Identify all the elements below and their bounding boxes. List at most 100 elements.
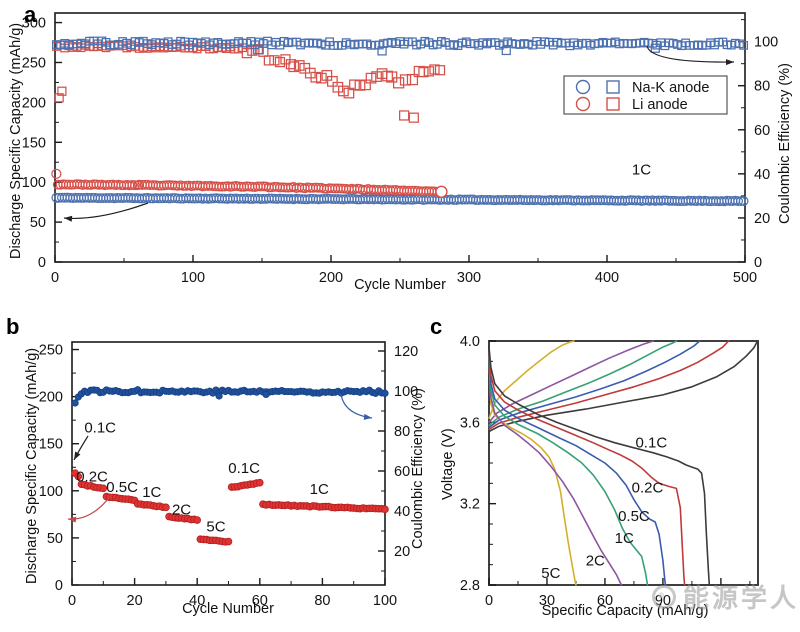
rate-label: 0.1C	[84, 420, 116, 437]
y-tick-label: 3.6	[460, 415, 480, 431]
axis-frame	[488, 340, 759, 586]
legend-label: Li anode	[632, 97, 688, 113]
y-tick-label: 4.0	[460, 334, 480, 350]
rate-label: 0.5C	[618, 508, 650, 525]
y-tick-label: 200	[39, 390, 63, 406]
discharge-curve-1C	[488, 352, 649, 586]
panel-b-letter: b	[6, 314, 20, 339]
panel-a-letter: a	[24, 2, 37, 27]
y-tick-label: 60	[754, 123, 770, 139]
y-tick-label: 0	[55, 578, 63, 594]
y-tick-label: 0	[38, 255, 46, 271]
watermark-text: 能源学人	[683, 583, 800, 613]
charge-curve-1C	[488, 340, 678, 427]
y-tick-label: 200	[22, 95, 46, 111]
y-tick-label: 60	[394, 464, 410, 480]
annotation-arrowhead	[64, 215, 73, 222]
x-tick-label: 500	[733, 270, 757, 286]
x-tick-label: 0	[51, 270, 59, 286]
discharge-curve-2C	[488, 354, 623, 586]
panel-a-y-right-title: Coulombic Efficiency (%)	[777, 63, 793, 224]
x-tick-label: 60	[252, 593, 268, 609]
charge-curve-0.1C	[488, 340, 759, 433]
y-tick-label: 150	[22, 135, 46, 151]
y-tick-label: 100	[754, 35, 778, 51]
rate-label: 0.5C	[106, 479, 138, 496]
x-tick-label: 30	[539, 593, 555, 609]
y-tick-label: 100	[39, 484, 63, 500]
rate-label: 0.2C	[76, 469, 108, 486]
x-tick-label: 400	[595, 270, 619, 286]
annotation-arrowhead	[363, 413, 372, 420]
annotation-arrowhead	[68, 516, 77, 523]
y-tick-label: 80	[754, 79, 770, 95]
rate-label: 1C	[310, 481, 329, 498]
x-tick-label: 20	[127, 593, 143, 609]
y-tick-label: 150	[39, 437, 63, 453]
x-tick-label: 80	[314, 593, 330, 609]
discharge-curve-0.1C	[488, 346, 711, 586]
annotation-arrowhead	[74, 451, 81, 460]
panel-c-letter: c	[430, 314, 443, 339]
annotation-arrow	[340, 393, 373, 419]
discharge-curve-0.2C	[488, 348, 686, 586]
x-tick-label: 0	[68, 593, 76, 609]
rate-label: 0.1C	[635, 435, 667, 452]
panel-b-plot: 0 20 40 60 80 100 0 50 100 150 200 250 20 40 60 80 100 12…	[39, 341, 418, 609]
y-tick-label: 2.8	[460, 578, 480, 594]
y-tick-label: 20	[754, 211, 770, 227]
charge-curve-2C	[488, 340, 655, 424]
y-tick-label: 0	[754, 255, 762, 271]
charge-curve-0.2C	[488, 340, 730, 431]
y-tick-label: 3.2	[460, 497, 480, 513]
legend-box	[563, 75, 728, 115]
legend-circle-marker	[575, 79, 591, 95]
discharge-curve-0.5C	[488, 350, 667, 586]
y-tick-label: 250	[22, 55, 46, 71]
panel-c-y-title: Voltage (V)	[440, 428, 456, 500]
legend-circle-marker	[575, 96, 591, 112]
panel-a-plot: 0 100 200 300 400 500050100150200250300020406…	[22, 12, 778, 286]
series-rate-capacity	[71, 469, 389, 546]
x-tick-label: 200	[319, 270, 343, 286]
legend-square-marker	[606, 80, 620, 94]
y-tick-label: 20	[394, 544, 410, 560]
series-na_k_capacity	[51, 192, 749, 207]
annotation-arrow	[646, 45, 735, 63]
x-tick-label: 60	[597, 593, 613, 609]
rate-label: 5C	[541, 565, 560, 582]
legend-square-marker	[606, 97, 620, 111]
discharge-curve-5C	[488, 356, 577, 586]
x-tick-label: 100	[373, 593, 397, 609]
rate-label: 1C	[632, 161, 651, 178]
y-tick-label: 250	[39, 343, 63, 359]
panel-b-y-left-title: Discharge Specific Capacity (mAh/g)	[24, 347, 40, 584]
x-tick-label: 300	[457, 270, 481, 286]
y-tick-label: 300	[22, 16, 46, 32]
charge-curve-0.5C	[488, 340, 701, 429]
rate-label: 0.1C	[228, 460, 260, 477]
watermark: 能源学人	[652, 578, 799, 615]
x-tick-label: 0	[485, 593, 493, 609]
y-tick-label: 100	[394, 384, 418, 400]
legend-label: Na-K anode	[632, 80, 709, 96]
rate-label: 5C	[206, 519, 225, 536]
y-tick-label: 100	[22, 175, 46, 191]
y-tick-label: 80	[394, 424, 410, 440]
y-tick-label: 40	[754, 167, 770, 183]
panel-a-y-left-title: Discharge Specific Capacity (mAh/g)	[8, 22, 24, 259]
y-tick-label: 50	[47, 531, 63, 547]
y-tick-label: 40	[394, 504, 410, 520]
panel-b-x-title: Cycle Number	[182, 601, 274, 617]
x-tick-label: 100	[181, 270, 205, 286]
y-tick-label: 120	[394, 344, 418, 360]
x-tick-label: 40	[189, 593, 205, 609]
annotation-arrow	[63, 202, 149, 219]
rate-label: 1C	[142, 484, 161, 501]
rate-label: 2C	[586, 553, 605, 570]
series-li_capacity	[51, 168, 448, 198]
series-coulombic-efficiency	[71, 386, 389, 407]
